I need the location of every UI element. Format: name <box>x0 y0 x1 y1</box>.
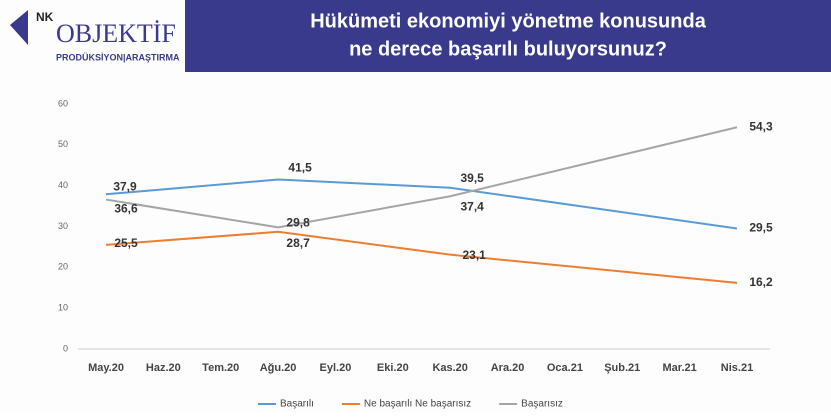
y-tick-label: 60 <box>58 98 68 108</box>
data-label: 23,1 <box>463 248 487 262</box>
series-line <box>105 178 738 230</box>
x-tick-label: Eki.20 <box>377 362 409 374</box>
data-label: 37,4 <box>461 199 485 213</box>
chart-title: ne derece başarılı buluyorsunuz? <box>349 38 667 60</box>
x-tick-label: Eyl.20 <box>320 362 352 374</box>
y-tick-label: 30 <box>58 221 68 231</box>
logo-sub: PRODÜKSİYON|ARAŞTIRMA <box>56 52 180 62</box>
x-tick-label: Tem.20 <box>202 362 239 374</box>
x-tick-label: Nis.21 <box>721 362 753 374</box>
x-tick-label: Haz.20 <box>146 362 181 374</box>
x-tick-label: Kas.20 <box>432 362 467 374</box>
data-label: 29,5 <box>749 221 773 235</box>
legend-label: Ne başarılı Ne başarısız <box>364 399 471 410</box>
legend-label: Başarısız <box>521 399 563 410</box>
x-tick-label: Ağu.20 <box>260 362 297 374</box>
legend-label: Başarılı <box>280 399 314 410</box>
logo: OBJEKTİF <box>56 19 176 48</box>
title-banner <box>185 0 831 72</box>
data-label: 28,7 <box>286 236 310 250</box>
data-label: 41,5 <box>288 161 312 175</box>
data-label: 36,6 <box>114 202 138 216</box>
x-tick-label: Ara.20 <box>491 362 525 374</box>
logo-prefix: NK <box>36 10 54 24</box>
y-tick-label: 10 <box>58 303 68 313</box>
series-line <box>105 230 738 284</box>
data-label: 54,3 <box>749 119 773 133</box>
y-tick-label: 0 <box>63 343 68 353</box>
data-label: 16,2 <box>749 275 773 289</box>
y-tick-label: 40 <box>58 180 68 190</box>
x-tick-label: Şub.21 <box>604 362 640 374</box>
y-tick-label: 50 <box>58 139 68 149</box>
data-label: 29,8 <box>286 215 310 229</box>
data-label: 25,5 <box>114 236 138 250</box>
logo-mark <box>10 10 28 45</box>
y-tick-label: 20 <box>58 262 68 272</box>
x-tick-label: Oca.21 <box>547 362 583 374</box>
x-tick-label: Mar.21 <box>663 362 697 374</box>
data-label: 37,9 <box>113 179 137 193</box>
data-label: 39,5 <box>461 171 485 185</box>
x-tick-label: May.20 <box>88 362 124 374</box>
chart-title: Hükümeti ekonomiyi yönetme konusunda <box>310 10 707 32</box>
series-line <box>105 126 738 229</box>
